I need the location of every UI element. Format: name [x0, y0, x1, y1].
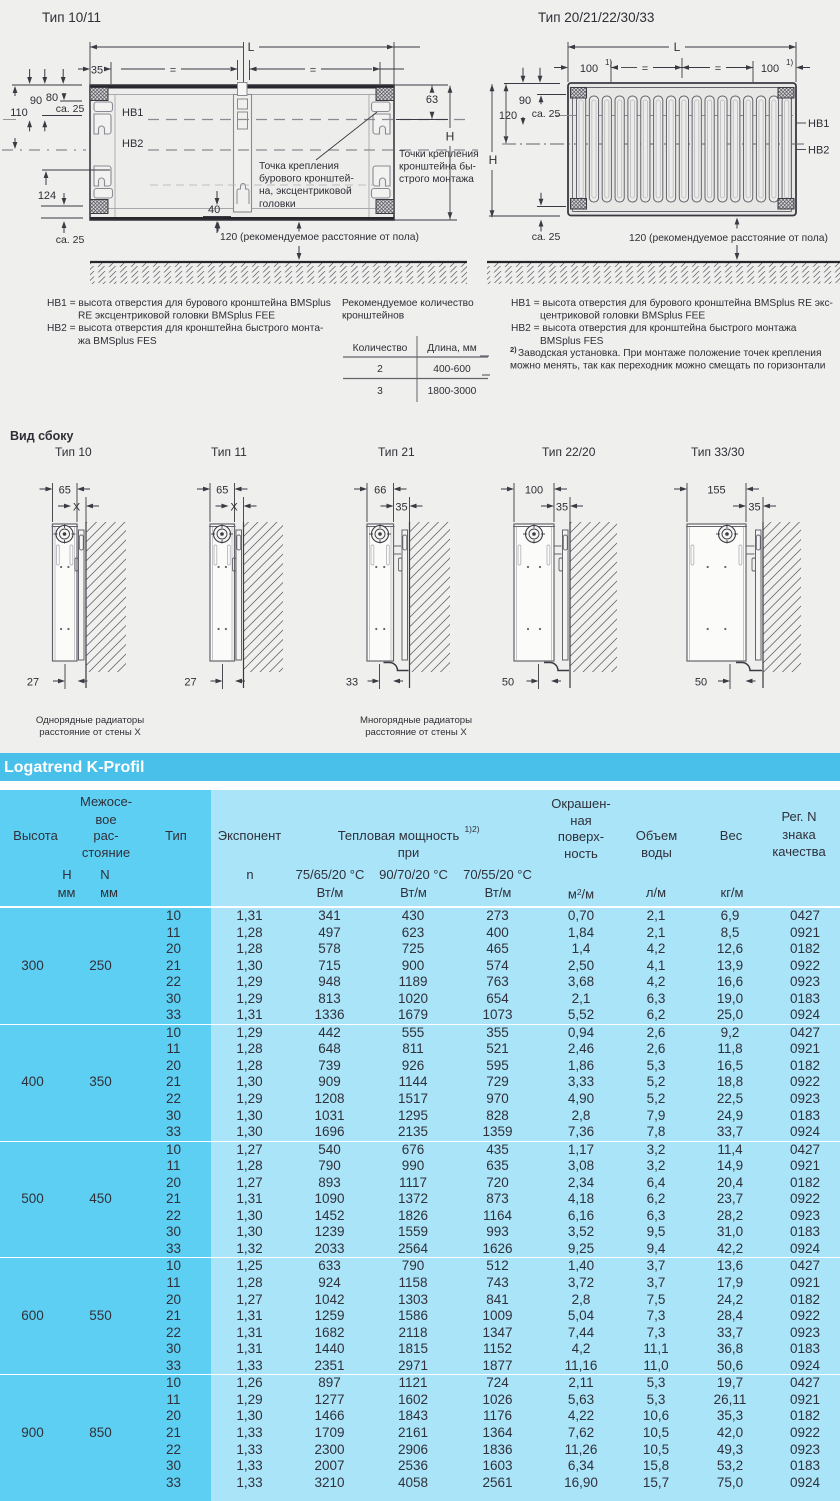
svg-text:35: 35 — [395, 502, 407, 514]
svg-text:110: 110 — [10, 107, 28, 119]
svg-text:жа BMSplus FES: жа BMSplus FES — [78, 336, 157, 347]
svg-text:Тип 20/21/22/30/33: Тип 20/21/22/30/33 — [538, 10, 654, 25]
svg-text:Рекомендуемое количество: Рекомендуемое количество — [342, 298, 474, 309]
svg-text:Тип 22/20: Тип 22/20 — [542, 445, 596, 459]
svg-text:Точки крепления: Точки крепления — [399, 149, 479, 160]
svg-text:1): 1) — [786, 58, 793, 67]
svg-text:80: 80 — [46, 92, 58, 104]
svg-text:65: 65 — [216, 485, 228, 497]
svg-text:50: 50 — [695, 677, 707, 689]
svg-text:3: 3 — [377, 386, 383, 397]
svg-text:65: 65 — [59, 485, 71, 497]
svg-text:63: 63 — [426, 94, 438, 106]
svg-text:центриковой головки BMSplus FE: центриковой головки BMSplus FEE — [540, 311, 705, 322]
svg-text:X: X — [230, 502, 238, 514]
svg-text:L: L — [674, 40, 681, 54]
svg-text:100: 100 — [761, 63, 779, 75]
svg-text:H: H — [446, 130, 455, 144]
svg-text:X: X — [73, 502, 81, 514]
svg-text:27: 27 — [184, 677, 196, 689]
svg-text:1800-3000: 1800-3000 — [428, 386, 477, 397]
svg-text:400-600: 400-600 — [433, 364, 471, 375]
svg-text:=: = — [642, 63, 648, 75]
svg-text:90: 90 — [519, 95, 531, 107]
svg-text:66: 66 — [374, 485, 386, 497]
svg-text:1): 1) — [605, 58, 612, 67]
svg-text:НВ2: НВ2 — [808, 145, 829, 157]
svg-text:2): 2) — [510, 345, 517, 354]
svg-text:Тип 33/30: Тип 33/30 — [691, 445, 745, 459]
svg-text:Длина, мм: Длина, мм — [427, 343, 477, 354]
svg-text:расстояние от стены X: расстояние от стены X — [39, 727, 141, 738]
svg-text:100: 100 — [580, 63, 598, 75]
svg-text:BMSplus FES: BMSplus FES — [540, 336, 604, 347]
svg-text:Тип 10/11: Тип 10/11 — [42, 10, 101, 25]
svg-text:ca. 25: ca. 25 — [56, 103, 85, 115]
svg-text:=: = — [170, 65, 176, 77]
svg-text:НВ1: НВ1 — [122, 107, 143, 119]
svg-text:H: H — [489, 153, 498, 167]
svg-text:Тип 10: Тип 10 — [55, 445, 92, 459]
svg-text:кронштейна бы-: кронштейна бы- — [399, 161, 476, 173]
svg-text:ca. 25: ca. 25 — [532, 108, 561, 120]
svg-text:Тип 11: Тип 11 — [211, 445, 247, 459]
svg-text:расстояние от стены X: расстояние от стены X — [365, 727, 467, 738]
svg-text:Однорядные радиаторы: Однорядные радиаторы — [36, 715, 144, 726]
svg-text:Точка крепления: Точка крепления — [259, 161, 339, 172]
svg-text:Количество: Количество — [353, 343, 408, 354]
svg-text:Многорядные радиаторы: Многорядные радиаторы — [360, 715, 472, 726]
svg-text:Вид сбоку: Вид сбоку — [10, 429, 74, 443]
svg-text:на, эксцентриковой: на, эксцентриковой — [259, 186, 352, 197]
svg-text:НВ2 = высота отверстия для кро: НВ2 = высота отверстия для кронштейна бы… — [511, 322, 797, 334]
svg-text:Заводская установка. При монта: Заводская установка. При монтаже положен… — [518, 348, 822, 359]
svg-text:L: L — [248, 40, 255, 54]
svg-text:кронштейнов: кронштейнов — [342, 311, 404, 322]
svg-text:35: 35 — [91, 65, 103, 77]
svg-text:головки: головки — [259, 199, 296, 210]
svg-text:бурового кронштей-: бурового кронштей- — [259, 173, 354, 185]
svg-text:120 (рекомендуемое расстояние: 120 (рекомендуемое расстояние от пола) — [629, 233, 828, 244]
svg-text:НВ1 = высота отверстия для бур: НВ1 = высота отверстия для бурового крон… — [47, 297, 331, 309]
svg-text:120: 120 — [499, 110, 517, 122]
svg-text:50: 50 — [502, 677, 514, 689]
svg-text:=: = — [310, 65, 316, 77]
svg-text:100: 100 — [525, 485, 543, 497]
svg-text:35: 35 — [556, 502, 568, 514]
svg-text:RE эксцентриковой головки BMSp: RE эксцентриковой головки BMSplus FEE — [78, 311, 275, 322]
svg-text:120 (рекомендуемое расстояние: 120 (рекомендуемое расстояние от пола) — [220, 232, 419, 243]
svg-text:124: 124 — [38, 190, 56, 202]
svg-text:27: 27 — [27, 677, 39, 689]
svg-text:можно менять, так как переходн: можно менять, так как переходник можно с… — [510, 361, 825, 372]
svg-text:33: 33 — [346, 677, 358, 689]
svg-text:ca. 25: ca. 25 — [532, 231, 561, 243]
svg-text:НВ2: НВ2 — [122, 138, 143, 150]
svg-text:НВ1 = высота отверстия для бур: НВ1 = высота отверстия для бурового крон… — [511, 297, 833, 309]
svg-text:155: 155 — [707, 485, 725, 497]
svg-text:35: 35 — [748, 502, 760, 514]
svg-text:НВ2 = высота отверстия для кро: НВ2 = высота отверстия для кронштейна бы… — [47, 322, 323, 334]
svg-text:=: = — [715, 63, 721, 75]
svg-text:40: 40 — [208, 204, 220, 216]
svg-text:строго монтажа: строго монтажа — [399, 174, 474, 185]
svg-text:ca. 25: ca. 25 — [56, 234, 85, 246]
svg-text:НВ1: НВ1 — [808, 118, 829, 130]
svg-text:2: 2 — [377, 364, 383, 375]
svg-text:90: 90 — [30, 95, 42, 107]
svg-text:Тип 21: Тип 21 — [378, 445, 415, 459]
